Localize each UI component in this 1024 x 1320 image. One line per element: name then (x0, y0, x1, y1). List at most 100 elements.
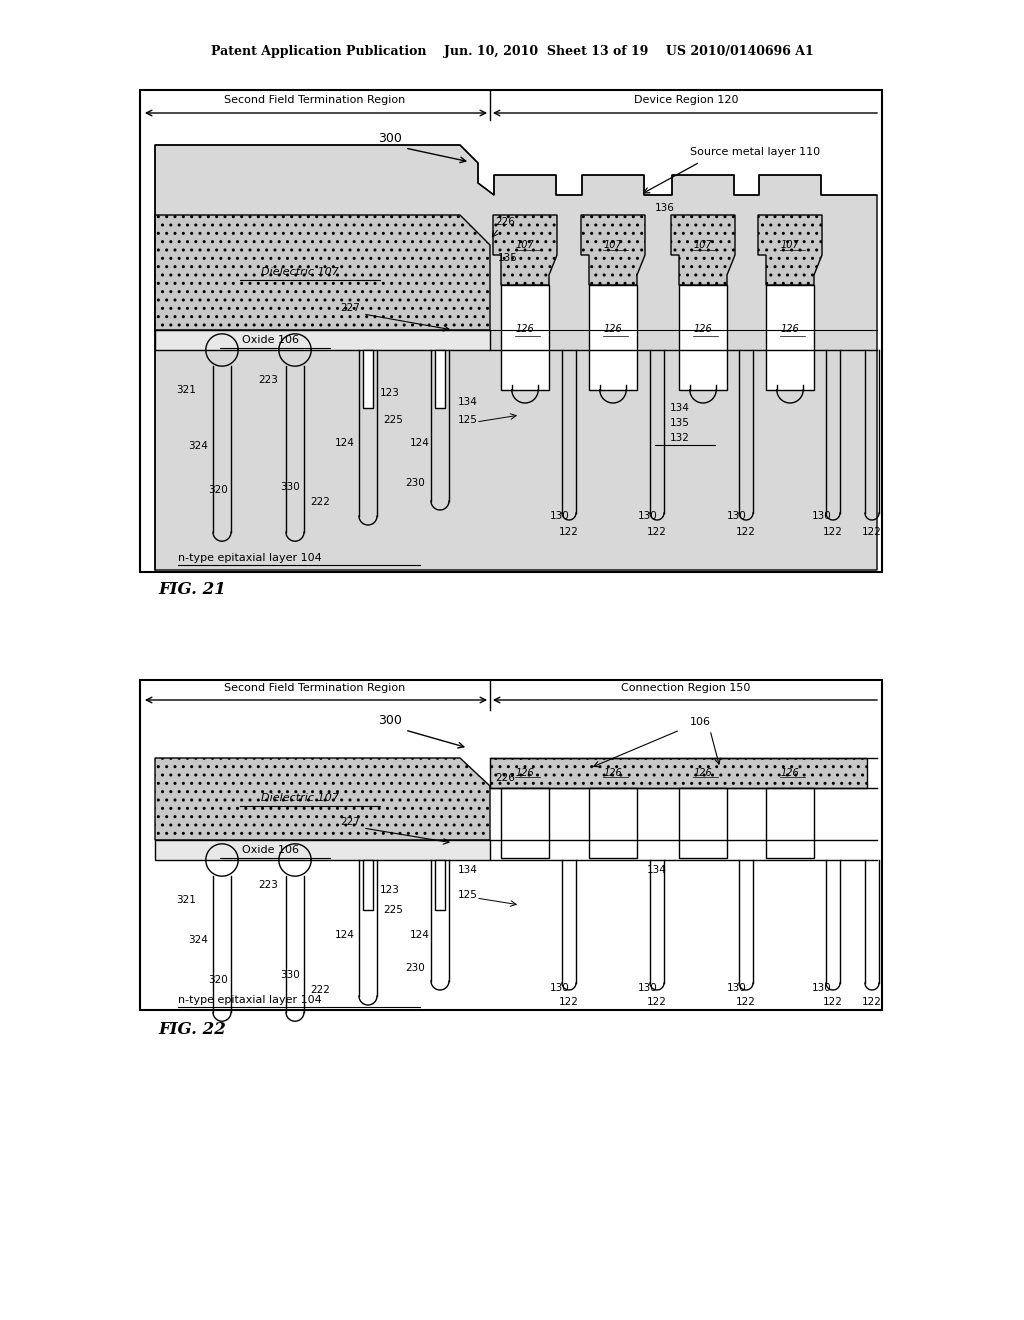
Text: Dielectric 107: Dielectric 107 (261, 793, 339, 803)
Text: Oxide 106: Oxide 106 (242, 845, 299, 855)
Text: 226: 226 (495, 216, 515, 227)
Text: 124: 124 (410, 931, 430, 940)
Bar (140, 680, 882, 1010)
Bar (435, 861, 445, 909)
Text: 122: 122 (862, 997, 882, 1007)
Text: 300: 300 (378, 714, 402, 726)
Text: 324: 324 (188, 441, 208, 451)
Text: 122: 122 (823, 527, 843, 537)
Text: 122: 122 (823, 997, 843, 1007)
Bar (155, 840, 490, 861)
Text: 130: 130 (550, 511, 570, 521)
Text: n-type epitaxial layer 104: n-type epitaxial layer 104 (178, 995, 322, 1005)
Text: 135: 135 (498, 253, 518, 263)
Bar (766, 285, 814, 389)
Text: 330: 330 (281, 970, 300, 979)
Text: 122: 122 (559, 997, 579, 1007)
Text: 136: 136 (655, 203, 675, 213)
Text: 122: 122 (736, 997, 756, 1007)
Text: 126: 126 (693, 768, 713, 777)
Text: Oxide 106: Oxide 106 (242, 335, 299, 345)
Text: Second Field Termination Region: Second Field Termination Region (224, 682, 406, 693)
Text: 130: 130 (812, 511, 831, 521)
Text: 134: 134 (458, 397, 478, 407)
Polygon shape (671, 215, 735, 285)
Text: 107: 107 (693, 240, 713, 249)
Bar (679, 788, 727, 858)
Text: 106: 106 (689, 717, 711, 727)
Bar (362, 350, 373, 408)
Text: 134: 134 (458, 865, 478, 875)
Text: n-type epitaxial layer 104: n-type epitaxial layer 104 (178, 553, 322, 564)
Polygon shape (758, 215, 822, 285)
Text: 130: 130 (550, 983, 570, 993)
Text: 107: 107 (603, 240, 623, 249)
Text: 122: 122 (862, 527, 882, 537)
Text: 124: 124 (335, 931, 355, 940)
Text: 222: 222 (310, 985, 330, 995)
Text: FIG. 21: FIG. 21 (158, 582, 226, 598)
Text: 227: 227 (340, 304, 360, 313)
Text: 320: 320 (208, 975, 228, 985)
Polygon shape (155, 215, 490, 330)
Bar (589, 788, 637, 858)
Text: 223: 223 (258, 880, 278, 890)
Text: 125: 125 (458, 414, 478, 425)
Text: 123: 123 (380, 388, 400, 399)
Text: 225: 225 (383, 906, 402, 915)
Text: 130: 130 (727, 983, 746, 993)
Text: 320: 320 (208, 484, 228, 495)
Text: 324: 324 (188, 935, 208, 945)
Text: 122: 122 (647, 527, 667, 537)
Polygon shape (155, 145, 877, 570)
Text: 225: 225 (383, 414, 402, 425)
Text: 130: 130 (727, 511, 746, 521)
Polygon shape (581, 215, 645, 285)
Text: 223: 223 (258, 375, 278, 385)
Bar (501, 788, 549, 858)
Text: 122: 122 (736, 527, 756, 537)
Text: 132: 132 (670, 433, 690, 444)
Text: 134: 134 (670, 403, 690, 413)
Bar (140, 90, 882, 572)
Text: 230: 230 (406, 964, 425, 973)
Text: 321: 321 (176, 385, 196, 395)
Text: 227: 227 (340, 817, 360, 828)
Bar (362, 861, 373, 909)
Text: 130: 130 (638, 983, 657, 993)
Text: 134: 134 (647, 865, 667, 875)
Bar (490, 758, 867, 788)
Text: Patent Application Publication    Jun. 10, 2010  Sheet 13 of 19    US 2010/01406: Patent Application Publication Jun. 10, … (211, 45, 813, 58)
Text: 107: 107 (780, 240, 800, 249)
Text: 122: 122 (647, 997, 667, 1007)
Bar (589, 285, 637, 389)
Text: 230: 230 (406, 478, 425, 488)
Text: 130: 130 (812, 983, 831, 993)
Polygon shape (155, 758, 490, 840)
Text: 125: 125 (458, 890, 478, 900)
Text: 126: 126 (516, 325, 535, 334)
Text: 126: 126 (780, 768, 800, 777)
Bar (155, 330, 490, 350)
Text: 124: 124 (335, 438, 355, 447)
Bar (766, 788, 814, 858)
Text: 126: 126 (780, 325, 800, 334)
Text: 135: 135 (670, 418, 690, 428)
Text: Second Field Termination Region: Second Field Termination Region (224, 95, 406, 106)
Text: 107: 107 (516, 240, 535, 249)
Text: Source metal layer 110: Source metal layer 110 (690, 147, 820, 157)
Text: 226: 226 (495, 774, 515, 783)
Bar (435, 350, 445, 408)
Text: 321: 321 (176, 895, 196, 906)
Text: Device Region 120: Device Region 120 (634, 95, 738, 106)
Bar (679, 285, 727, 389)
Text: 300: 300 (378, 132, 402, 144)
Text: 130: 130 (638, 511, 657, 521)
Bar (501, 285, 549, 389)
Text: FIG. 22: FIG. 22 (158, 1022, 226, 1039)
Text: 126: 126 (693, 325, 713, 334)
Text: 126: 126 (603, 768, 623, 777)
Text: 126: 126 (603, 325, 623, 334)
Polygon shape (493, 215, 557, 285)
Text: 124: 124 (410, 438, 430, 447)
